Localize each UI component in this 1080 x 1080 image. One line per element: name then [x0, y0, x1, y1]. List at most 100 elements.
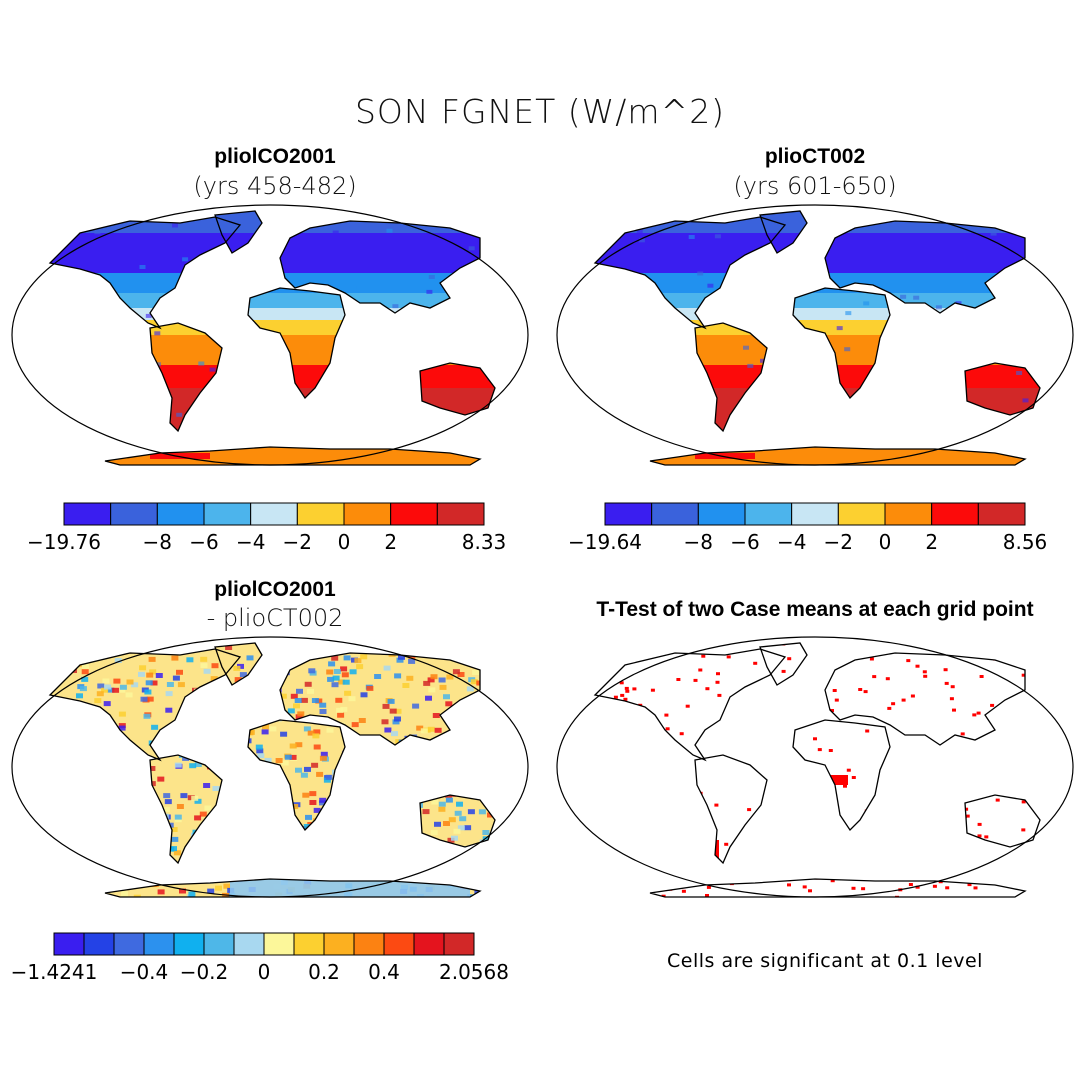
- colorbar-box: [63, 502, 112, 526]
- coastline-australia: [964, 794, 1041, 848]
- colorbar-label: −2: [283, 530, 312, 554]
- colorbar-box: [343, 502, 392, 526]
- map-border: [556, 636, 1074, 898]
- colorbar-label: −1.4241: [11, 960, 98, 984]
- colorbar-box: [744, 502, 793, 526]
- colorbar-box: [250, 502, 298, 526]
- colorbar-box: [113, 932, 145, 956]
- colorbar-box: [697, 502, 746, 526]
- colorbar-panel2: −19.64 −8 −6 −4 −2 0 2 8.56: [568, 502, 1048, 554]
- colorbar-label: 0.4: [368, 960, 400, 984]
- colorbar-box: [651, 502, 699, 526]
- panel2-subtitle: (yrs 601-650): [733, 172, 897, 200]
- colorbar-box: [390, 502, 438, 526]
- colorbar-box: [203, 502, 252, 526]
- colorbar-box: [977, 502, 1026, 526]
- colorbar-box: [110, 502, 158, 526]
- panel1-title: pliolCO2001: [214, 145, 336, 168]
- coastline-africa: [247, 287, 346, 400]
- colorbar-label: −4: [777, 530, 806, 554]
- coastline-eurasia: [824, 652, 1026, 746]
- coastline-antarctica: [104, 446, 482, 466]
- colorbar-box: [156, 502, 205, 526]
- panel3-title: pliolCO2001: [214, 578, 336, 601]
- coastline-greenland: [214, 642, 263, 686]
- coastline-greenland: [759, 210, 808, 254]
- panel2-title: plioCT002: [764, 145, 866, 168]
- colorbar-panel1: −19.76 −8 −6 −4 −2 0 2 8.33: [27, 502, 507, 554]
- coastline-eurasia: [824, 220, 1026, 314]
- colorbar-box: [884, 502, 933, 526]
- significance-footnote: Cells are significant at 0.1 level: [667, 950, 983, 972]
- colorbar-box: [173, 932, 205, 956]
- colorbar-box: [323, 932, 355, 956]
- colorbar-label: 2: [925, 530, 938, 554]
- coastline-eurasia: [279, 220, 481, 314]
- coastline-africa: [792, 719, 891, 832]
- colorbar-label: 2.0568: [439, 960, 509, 984]
- coastline-africa: [247, 719, 346, 832]
- coastline-greenland: [759, 642, 808, 686]
- coastline-greenland: [214, 210, 263, 254]
- coastline-australia: [964, 362, 1041, 416]
- colorbar-label: 8.56: [1003, 530, 1048, 554]
- colorbar-box: [791, 502, 839, 526]
- colorbar-label: −6: [189, 530, 218, 554]
- colorbar-label: −0.2: [180, 960, 229, 984]
- colorbar-box: [263, 932, 295, 956]
- figure-title: SON FGNET (W/m^2): [354, 92, 726, 131]
- map-border: [11, 204, 529, 466]
- coastline-australia: [419, 362, 496, 416]
- colorbar-label: 2: [384, 530, 397, 554]
- map-panel4: [556, 636, 1074, 898]
- colorbar-label: 0: [338, 530, 351, 554]
- colorbar-label: −19.76: [27, 530, 101, 554]
- colorbar-box: [203, 932, 235, 956]
- map-border: [11, 636, 529, 898]
- coastline-africa: [792, 287, 891, 400]
- colorbar-label: −19.64: [568, 530, 642, 554]
- colorbar-label: 0: [879, 530, 892, 554]
- coastline-southamerica: [149, 754, 223, 865]
- colorbar-label: 8.33: [462, 530, 507, 554]
- colorbar-panel3: −1.4241 −0.4 −0.2 0 0.2 0.4 2.0568: [11, 932, 509, 984]
- colorbar-label: −2: [824, 530, 853, 554]
- colorbar-label: −0.4: [120, 960, 169, 984]
- colorbar-box: [604, 502, 653, 526]
- colorbar-label: 0.2: [308, 960, 340, 984]
- coastline-eurasia: [279, 652, 481, 746]
- coastline-northamerica: [48, 648, 242, 762]
- colorbar-box: [296, 502, 345, 526]
- panel3-subtitle: - plioCT002: [206, 604, 344, 632]
- colorbar-box: [413, 932, 445, 956]
- coastline-northamerica: [48, 216, 242, 330]
- colorbar-label: 0: [258, 960, 271, 984]
- map-panel1: [11, 204, 529, 466]
- coastline-northamerica: [593, 648, 787, 762]
- colorbar-box: [837, 502, 886, 526]
- coastline-southamerica: [694, 322, 768, 433]
- map-background: [557, 637, 1073, 897]
- colorbar-label: −4: [236, 530, 265, 554]
- colorbar-box: [233, 932, 265, 956]
- coastline-southamerica: [149, 322, 223, 433]
- colorbar-box: [443, 932, 475, 956]
- colorbar-box: [436, 502, 485, 526]
- colorbar-label: −6: [730, 530, 759, 554]
- map-panel3: [11, 636, 529, 898]
- map-panel2: [556, 204, 1074, 466]
- coastline-southamerica: [694, 754, 768, 865]
- colorbar-box: [293, 932, 325, 956]
- colorbar-label: −8: [684, 530, 713, 554]
- colorbar-box: [53, 932, 85, 956]
- coastline-australia: [419, 794, 496, 848]
- coastline-antarctica: [649, 878, 1027, 898]
- colorbar-label: −8: [143, 530, 172, 554]
- colorbar-box: [931, 502, 979, 526]
- coastline-northamerica: [593, 216, 787, 330]
- panel1-subtitle: (yrs 458-482): [193, 172, 357, 200]
- colorbar-box: [83, 932, 115, 956]
- coastline-antarctica: [104, 878, 482, 898]
- colorbar-box: [143, 932, 175, 956]
- colorbar-box: [353, 932, 385, 956]
